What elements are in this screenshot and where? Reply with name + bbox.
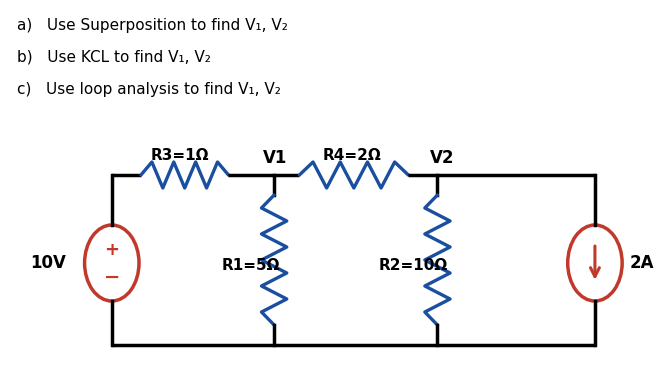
Text: R2=10Ω: R2=10Ω xyxy=(379,258,448,273)
Text: b)   Use KCL to find V₁, V₂: b) Use KCL to find V₁, V₂ xyxy=(18,50,211,65)
Text: −: − xyxy=(104,268,120,287)
Text: R1=5Ω: R1=5Ω xyxy=(222,258,280,273)
Text: R3=1Ω: R3=1Ω xyxy=(151,147,209,162)
Text: V1: V1 xyxy=(262,149,287,167)
Text: a)   Use Superposition to find V₁, V₂: a) Use Superposition to find V₁, V₂ xyxy=(18,18,289,33)
Text: +: + xyxy=(104,241,119,259)
Text: 10V: 10V xyxy=(30,254,66,272)
Text: 2A: 2A xyxy=(630,254,655,272)
Text: R4=2Ω: R4=2Ω xyxy=(323,147,381,162)
Text: c)   Use loop analysis to find V₁, V₂: c) Use loop analysis to find V₁, V₂ xyxy=(18,82,281,97)
Text: V2: V2 xyxy=(430,149,454,167)
